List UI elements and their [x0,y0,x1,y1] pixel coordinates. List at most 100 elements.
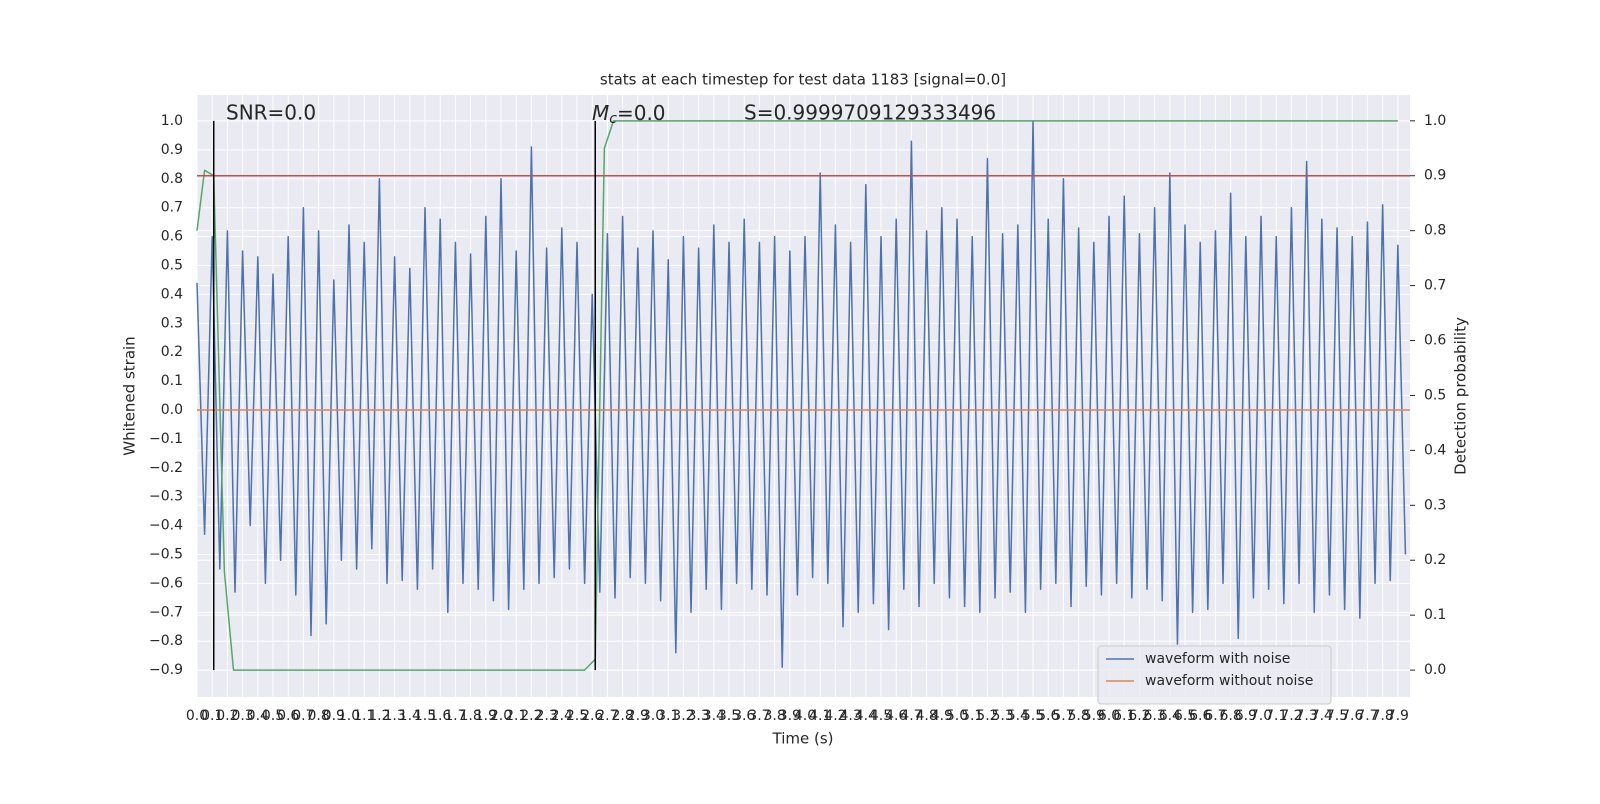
mc-annotation: Mc=0.0 [592,101,666,128]
x-tick-label: 3.5 [718,708,740,724]
x-tick-label: 1.1 [353,708,375,724]
x-tick-label: 3.9 [779,708,801,724]
x-tick-label: 0.0 [186,708,208,724]
x-tick-label: 5.2 [976,708,998,724]
x-tick-label: 0.8 [307,708,329,724]
x-tick-label: 4.1 [809,708,831,724]
x-tick-label: 1.7 [444,708,466,724]
x-tick-label: 3.3 [687,708,709,724]
y2-tick-label: 0.9 [1424,168,1446,184]
snr-annotation: SNR=0.0 [226,101,316,125]
x-tick-label: 1.0 [338,708,360,724]
x-tick-label: 0.3 [231,708,253,724]
x-tick-label: 0.9 [323,708,345,724]
x-tick-label: 7.8 [1372,708,1394,724]
x-axis-label: Time (s) [772,730,834,748]
x-tick-label: 2.0 [490,708,512,724]
y-tick-label: −0.8 [149,633,183,649]
y2-tick-label: 0.7 [1424,278,1446,294]
y2-tick-label: 0.4 [1424,442,1446,458]
x-tick-label: 0.4 [247,708,269,724]
x-tick-label: 7.9 [1387,708,1409,724]
y-tick-label: −0.4 [149,518,183,534]
y-tick-label: 1.0 [161,113,183,129]
chart-title: stats at each timestep for test data 118… [600,71,1006,89]
x-tick-label: 4.4 [855,708,877,724]
y-tick-label: −0.9 [149,662,183,678]
y2-tick-label: 0.3 [1424,497,1446,513]
x-tick-label: 6.6 [1189,708,1211,724]
legend: waveform with noise waveform without nois… [1097,645,1332,705]
x-tick-label: 4.8 [915,708,937,724]
marks [196,120,1410,671]
x-tick-label: 3.8 [763,708,785,724]
legend-label: waveform with noise [1145,651,1290,667]
x-tick-label: 1.6 [429,708,451,724]
x-tick-label: 5.8 [1067,708,1089,724]
y-tick-label: 0.4 [161,286,183,302]
x-tick-label: 0.2 [216,708,238,724]
x-tick-label: 2.3 [535,708,557,724]
x-tick-label: 6.9 [1235,708,1257,724]
y-tick-label: −0.6 [149,575,183,591]
x-tick-label: 1.4 [399,708,421,724]
x-tick-label: 3.6 [733,708,755,724]
x-tick-label: 2.4 [551,708,573,724]
x-tick-label: 2.9 [627,708,649,724]
y-tick-label: −0.7 [149,604,183,620]
x-tick-label: 5.1 [961,708,983,724]
x-tick-label: 7.3 [1296,708,1318,724]
y-tick-label: 0.8 [161,171,183,187]
y-tick-label: 0.5 [161,258,183,274]
mc-value: =0.0 [617,101,666,125]
s-annotation: S=0.9999709129333496 [744,101,996,125]
x-tick-label: 3.7 [748,708,770,724]
x-tick-label: 5.5 [1022,708,1044,724]
y-tick-label: 0.6 [161,229,183,245]
y2-tick-label: 0.0 [1424,662,1446,678]
x-tick-label: 6.2 [1128,708,1150,724]
y-tick-label: 0.2 [161,344,183,360]
y2-tick-label: 0.2 [1424,552,1446,568]
x-tick-label: 1.5 [414,708,436,724]
y-tick-label: 0.1 [161,373,183,389]
x-tick-label: 6.1 [1113,708,1135,724]
x-tick-label: 4.0 [794,708,816,724]
series-line [196,120,1398,671]
x-tick-label: 3.0 [642,708,664,724]
x-tick-label: 7.0 [1250,708,1272,724]
y-tick-label: 0.3 [161,315,183,331]
x-tick-label: 5.0 [946,708,968,724]
x-tick-label: 7.6 [1341,708,1363,724]
x-tick-label: 6.0 [1098,708,1120,724]
y-tick-label: 0.9 [161,142,183,158]
y2-axis-label: Detection probability [1452,317,1470,475]
y2-tick-label: 1.0 [1424,113,1446,129]
x-tick-label: 7.1 [1265,708,1287,724]
legend-label: waveform without noise [1145,673,1313,689]
x-tick-label: 3.4 [703,708,725,724]
x-tick-label: 7.5 [1326,708,1348,724]
x-tick-label: 7.4 [1311,708,1333,724]
x-tick-label: 7.2 [1280,708,1302,724]
x-tick-label: 4.7 [900,708,922,724]
y-tick-label: 0.7 [161,200,183,216]
x-tick-label: 1.3 [383,708,405,724]
x-tick-label: 5.6 [1037,708,1059,724]
x-tick-label: 4.3 [839,708,861,724]
x-tick-label: 2.5 [566,708,588,724]
x-tick-label: 5.9 [1083,708,1105,724]
x-tick-label: 3.2 [672,708,694,724]
x-tick-label: 7.7 [1356,708,1378,724]
series-line [196,120,1407,668]
y-tick-label: −0.5 [149,547,183,563]
x-tick-label: 6.8 [1220,708,1242,724]
x-tick-label: 0.5 [262,708,284,724]
y-tick-label: −0.1 [149,431,183,447]
x-tick-label: 0.7 [292,708,314,724]
x-tick-label: 4.2 [824,708,846,724]
x-tick-label: 6.4 [1159,708,1181,724]
x-tick-label: 2.1 [505,708,527,724]
